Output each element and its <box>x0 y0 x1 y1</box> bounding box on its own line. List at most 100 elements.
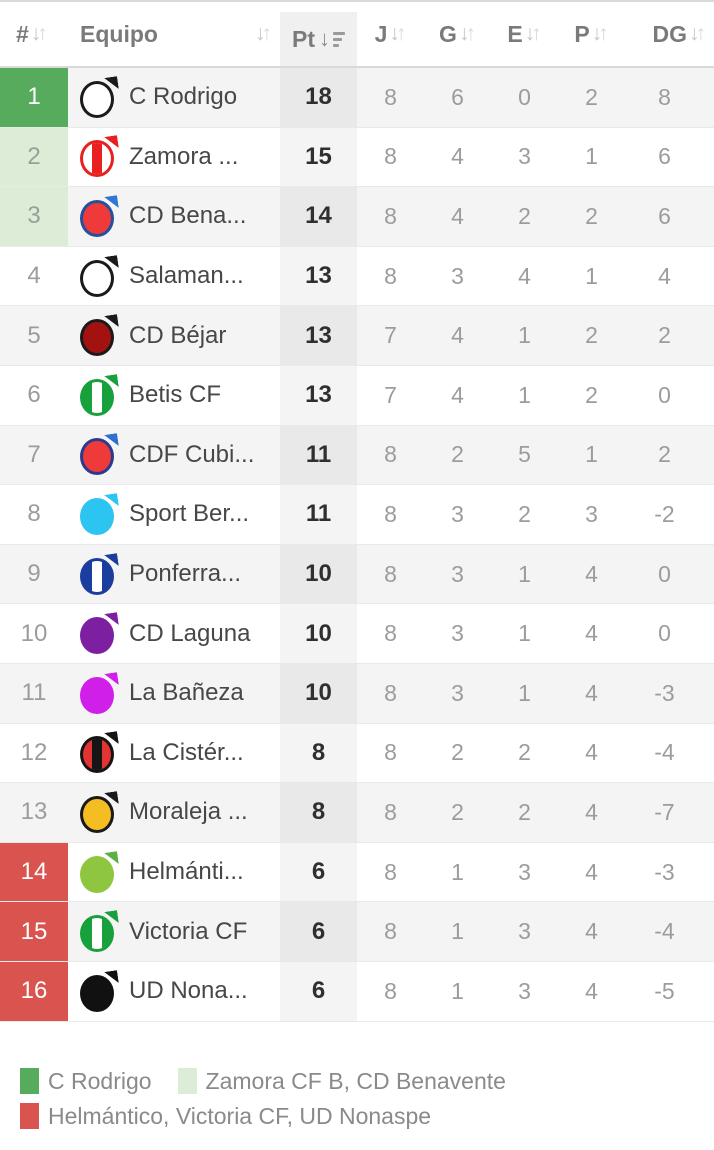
table-row[interactable]: 5 CD Béjar 13 7 4 1 2 2 <box>0 306 714 366</box>
table-row[interactable]: 2 Zamora ... 15 8 4 3 1 6 <box>0 127 714 188</box>
team-cell: Helmánti... <box>68 843 280 902</box>
goal-diff-cell: -4 <box>654 739 675 766</box>
position-cell: 11 <box>0 664 68 723</box>
table-row[interactable]: 16 UD Nona... 6 8 1 3 4 -5 <box>0 961 714 1022</box>
logo-ball <box>80 855 114 893</box>
legend-item: Zamora CF B, CD Benavente <box>177 1068 506 1095</box>
table-row[interactable]: 14 Helmánti... 6 8 1 3 4 -3 <box>0 842 714 903</box>
col-header-points-label: Pt <box>292 25 315 52</box>
logo-ball <box>80 199 114 237</box>
points-cell: 6 <box>280 961 357 1021</box>
position-cell: 1 <box>0 68 68 127</box>
team-logo-icon <box>80 77 118 118</box>
sort-asc-icon: ↑ <box>395 22 407 45</box>
col-header-drawn[interactable]: E ↓ ↑ <box>491 2 558 66</box>
position-number: 13 <box>20 798 48 826</box>
table-row[interactable]: 7 CDF Cubi... 11 8 2 5 1 2 <box>0 425 714 486</box>
drawn-cell: 0 <box>518 83 531 110</box>
won-cell: 3 <box>451 679 464 706</box>
team-cell: CDF Cubi... <box>68 426 280 485</box>
played-cell: 8 <box>384 143 397 170</box>
team-cell: Zamora ... <box>68 128 280 187</box>
team-logo-icon <box>80 375 118 416</box>
table-row[interactable]: 9 Ponferra... 10 8 3 1 4 0 <box>0 544 714 605</box>
points-cell: 8 <box>280 723 357 783</box>
position-number: 5 <box>27 321 41 349</box>
points-cell: 6 <box>280 902 357 961</box>
table-row[interactable]: 11 La Bañeza 10 8 3 1 4 -3 <box>0 663 714 724</box>
played-cell: 8 <box>384 441 397 468</box>
won-cell: 1 <box>451 977 464 1004</box>
lost-cell: 2 <box>585 83 598 110</box>
table-row[interactable]: 4 Salaman... 13 8 3 4 1 4 <box>0 246 714 307</box>
col-header-drawn-label: E <box>507 20 523 47</box>
logo-stripe <box>92 560 102 592</box>
sort-desc-icon: ↓ <box>524 22 536 45</box>
played-cell: 8 <box>384 918 397 945</box>
position-number: 7 <box>27 440 41 468</box>
col-header-played[interactable]: J ↓ ↑ <box>357 2 424 66</box>
drawn-cell: 3 <box>518 918 531 945</box>
team-name: Ponferra... <box>129 560 242 588</box>
position-cell: 9 <box>0 545 68 604</box>
table-row[interactable]: 13 Moraleja ... 8 8 2 2 4 -7 <box>0 783 714 843</box>
played-cell: 8 <box>384 798 397 825</box>
team-cell: CD Bena... <box>68 187 280 246</box>
legend-color-swatch <box>177 1068 197 1094</box>
lost-cell: 4 <box>585 977 598 1004</box>
points-cell: 13 <box>280 365 357 425</box>
lost-cell: 4 <box>585 620 598 647</box>
table-row[interactable]: 15 Victoria CF 6 8 1 3 4 -4 <box>0 902 714 962</box>
played-cell: 8 <box>384 560 397 587</box>
sort-asc-icon: ↑ <box>465 22 476 45</box>
col-header-won[interactable]: G ↓ ↑ <box>424 2 491 66</box>
drawn-cell: 5 <box>518 441 531 468</box>
team-cell: Victoria CF <box>68 902 280 961</box>
col-header-team[interactable]: Equipo ↓ ↑ <box>68 2 280 66</box>
won-cell: 3 <box>451 500 464 527</box>
sort-desc-icon: ↓ <box>389 22 400 45</box>
team-logo-icon <box>80 613 118 655</box>
team-name: UD Nona... <box>129 977 248 1005</box>
position-cell: 6 <box>0 366 68 425</box>
col-header-goal-diff-label: DG <box>652 20 688 47</box>
goal-diff-cell: -3 <box>654 679 675 706</box>
table-row[interactable]: 1 C Rodrigo 18 8 6 0 2 8 <box>0 68 714 128</box>
team-cell: C Rodrigo <box>68 68 280 127</box>
col-header-points[interactable]: Pt ↓ <box>280 12 357 66</box>
position-number: 6 <box>27 381 41 409</box>
sort-arrows: ↓ ↑ <box>592 22 609 46</box>
played-cell: 8 <box>384 858 397 885</box>
drawn-cell: 1 <box>518 381 531 408</box>
lost-cell: 4 <box>585 858 598 885</box>
col-header-goal-diff[interactable]: DG ↓ ↑ <box>625 2 714 66</box>
col-header-position[interactable]: # ↓ ↑ <box>0 2 68 66</box>
drawn-cell: 1 <box>518 322 531 349</box>
table-row[interactable]: 12 La Cistér... 8 8 2 2 4 -4 <box>0 723 714 784</box>
logo-ball <box>80 438 114 476</box>
team-cell: Salaman... <box>68 247 280 306</box>
legend-color-swatch <box>20 1068 39 1094</box>
table-row[interactable]: 10 CD Laguna 10 8 3 1 4 0 <box>0 604 714 664</box>
sort-bars-icon <box>333 31 345 47</box>
team-logo-icon <box>80 732 118 774</box>
team-cell: CD Laguna <box>68 604 280 663</box>
won-cell: 2 <box>451 441 464 468</box>
table-row[interactable]: 3 CD Bena... 14 8 4 2 2 6 <box>0 187 714 247</box>
won-cell: 4 <box>451 143 464 170</box>
team-logo-icon <box>80 196 118 237</box>
table-row[interactable]: 6 Betis CF 13 7 4 1 2 0 <box>0 365 714 426</box>
col-header-lost[interactable]: P ↓ ↑ <box>558 2 625 66</box>
team-name: La Bañeza <box>129 679 244 707</box>
sort-asc-icon: ↑ <box>37 22 48 45</box>
goal-diff-cell: -4 <box>654 918 675 945</box>
legend-color-swatch <box>20 1103 39 1129</box>
goal-diff-cell: 0 <box>658 560 671 587</box>
lost-cell: 2 <box>585 202 598 229</box>
lost-cell: 2 <box>585 322 598 349</box>
position-number: 12 <box>20 738 48 766</box>
table-row[interactable]: 8 Sport Ber... 11 8 3 2 3 -2 <box>0 485 714 545</box>
points-cell: 15 <box>280 127 357 187</box>
team-cell: Ponferra... <box>68 545 280 604</box>
lost-cell: 4 <box>585 798 598 825</box>
